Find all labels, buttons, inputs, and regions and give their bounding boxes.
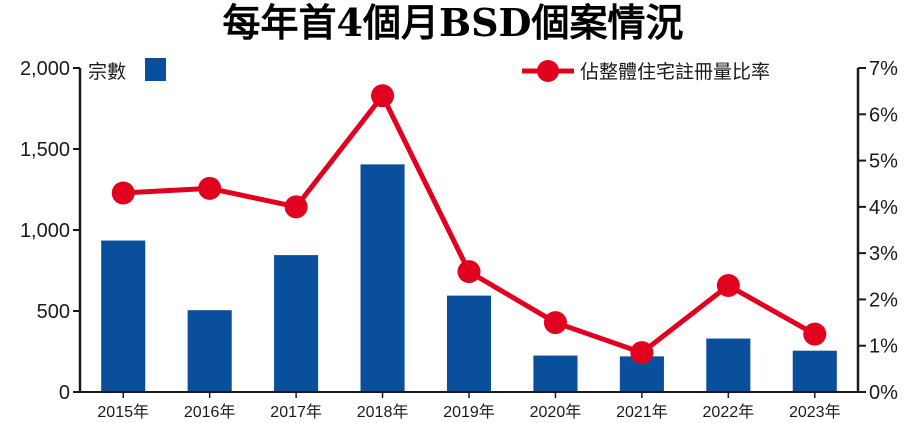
x-tick-label: 2018年	[357, 403, 409, 421]
legend-bar-label: 宗數	[88, 61, 126, 83]
legend-line-label: 佔整體住宅註冊量比率	[580, 61, 770, 83]
right-tick-label: 5%	[869, 151, 898, 173]
left-tick-label: 2,000	[20, 58, 70, 80]
bar-2016年	[187, 310, 232, 392]
axes: 0 500 1,000 1,500 2,000 0% 1% 2% 3% 4% 5% 6% 7% 2015年…	[20, 58, 898, 421]
right-tick-label: 3%	[869, 243, 898, 265]
legend-bar-swatch	[145, 58, 166, 81]
bar-2022年	[706, 338, 751, 392]
ratio-point-2018年	[371, 84, 395, 108]
x-tick-label: 2019年	[443, 403, 495, 421]
bar-2018年	[360, 164, 405, 392]
ratio-point-2019年	[457, 260, 481, 284]
ratio-point-2017年	[284, 195, 308, 219]
bar-2015年	[101, 240, 146, 392]
bar-2020年	[533, 355, 578, 392]
left-tick-label: 500	[37, 301, 70, 323]
left-tick-label: 0	[59, 382, 70, 404]
x-tick-label: 2021年	[616, 403, 668, 421]
x-tick-label: 2016年	[184, 403, 236, 421]
right-tick-label: 0%	[869, 382, 898, 404]
ratio-line-series	[111, 84, 827, 365]
left-tick-label: 1,500	[20, 139, 70, 161]
ratio-point-2020年	[543, 311, 567, 335]
ratio-point-2021年	[630, 341, 654, 365]
right-tick-label: 2%	[869, 289, 898, 311]
legend: 宗數 佔整體住宅註冊量比率	[88, 58, 770, 83]
right-tick-label: 6%	[869, 104, 898, 126]
bar-2023年	[792, 350, 837, 392]
bar-2019年	[446, 295, 492, 392]
right-tick-label: 4%	[869, 197, 898, 219]
ratio-point-2016年	[198, 176, 222, 200]
x-tick-label: 2022年	[703, 403, 755, 421]
x-tick-label: 2020年	[530, 403, 582, 421]
right-tick-label: 1%	[869, 336, 898, 358]
bars	[101, 164, 837, 392]
x-tick-label: 2017年	[270, 403, 322, 421]
chart-title: 每年首4個月BSD個案情況	[223, 0, 684, 45]
left-tick-label: 1,000	[20, 220, 70, 242]
ratio-point-2015年	[111, 181, 135, 205]
bar-2017年	[274, 255, 319, 392]
right-tick-label: 7%	[869, 58, 898, 80]
x-tick-label: 2023年	[789, 403, 841, 421]
ratio-point-2023年	[803, 322, 827, 346]
legend-line-marker	[537, 60, 559, 82]
x-tick-label: 2015年	[97, 403, 149, 421]
ratio-point-2022年	[716, 274, 740, 298]
